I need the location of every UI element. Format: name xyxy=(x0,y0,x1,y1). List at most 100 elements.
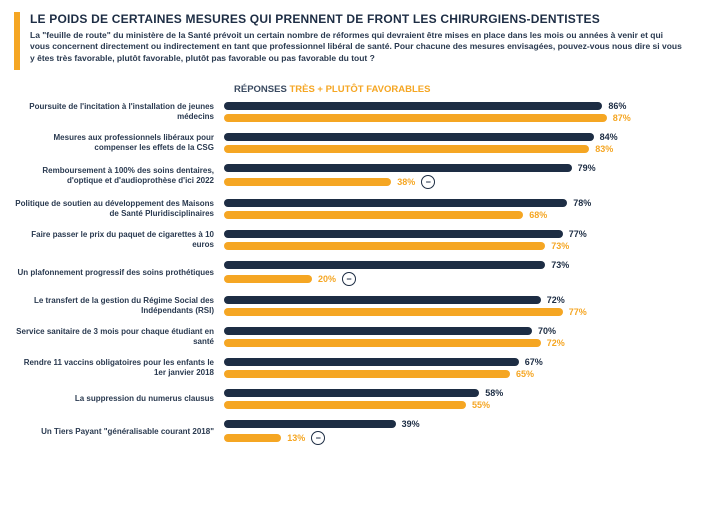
row-bars: 84%83% xyxy=(224,132,682,154)
page-title: LE POIDS DE CERTAINES MESURES QUI PRENNE… xyxy=(30,12,682,26)
page-subtitle: La "feuille de route" du ministère de la… xyxy=(30,30,682,64)
chart-row: Mesures aux professionnels libéraux pour… xyxy=(14,132,682,154)
pct-primary: 67% xyxy=(525,357,543,367)
legend-text: TRÈS + PLUTÔT FAVORABLES xyxy=(289,84,430,95)
pct-secondary: 13% xyxy=(287,433,305,443)
row-bars: 73% 20%− xyxy=(224,260,682,286)
bar-primary-line: 84% xyxy=(224,132,682,142)
bar-secondary-line: 87% xyxy=(224,113,682,123)
pct-primary: 77% xyxy=(569,229,587,239)
row-bars: 39% 13%− xyxy=(224,419,682,445)
pct-primary: 73% xyxy=(551,260,569,270)
row-bars: 70%72% xyxy=(224,326,682,348)
chart-row: Un Tiers Payant "généralisable courant 2… xyxy=(14,419,682,445)
bar-secondary xyxy=(224,434,281,442)
page-root: LE POIDS DE CERTAINES MESURES QUI PRENNE… xyxy=(0,0,702,472)
pct-primary: 39% xyxy=(402,419,420,429)
bar-primary-line: 70% xyxy=(224,326,682,336)
bar-primary xyxy=(224,102,602,110)
chart-row: Remboursement à 100% des soins dentaires… xyxy=(14,163,682,189)
bar-primary xyxy=(224,296,541,304)
bar-primary-line: 67% xyxy=(224,357,682,367)
bar-secondary xyxy=(224,275,312,283)
bar-primary xyxy=(224,164,572,172)
bar-secondary-line: 55% xyxy=(224,400,682,410)
row-label: Poursuite de l'incitation à l'installati… xyxy=(14,102,224,121)
pct-primary: 79% xyxy=(578,163,596,173)
row-label: Faire passer le prix du paquet de cigare… xyxy=(14,230,224,249)
pct-secondary: 20% xyxy=(318,274,336,284)
legend-prefix: RÉPONSES xyxy=(234,84,289,95)
chart-row: Un plafonnement progressif des soins pro… xyxy=(14,260,682,286)
chart-row: La suppression du numerus clausus58%55% xyxy=(14,388,682,410)
bar-secondary-line: 20%− xyxy=(224,272,682,286)
bar-primary xyxy=(224,261,545,269)
bar-primary xyxy=(224,199,567,207)
bar-primary-line: 73% xyxy=(224,260,682,270)
chart-row: Poursuite de l'incitation à l'installati… xyxy=(14,101,682,123)
bar-primary-line: 77% xyxy=(224,229,682,239)
row-label: Un Tiers Payant "généralisable courant 2… xyxy=(14,427,224,437)
row-label: La suppression du numerus clausus xyxy=(14,394,224,404)
pct-secondary: 68% xyxy=(529,210,547,220)
row-label: Politique de soutien au développement de… xyxy=(14,199,224,218)
bar-secondary xyxy=(224,114,607,122)
row-label: Mesures aux professionnels libéraux pour… xyxy=(14,133,224,152)
pct-secondary: 38% xyxy=(397,177,415,187)
pct-secondary: 87% xyxy=(613,113,631,123)
bar-secondary xyxy=(224,339,541,347)
pct-primary: 72% xyxy=(547,295,565,305)
bar-secondary-line: 73% xyxy=(224,241,682,251)
chart-row: Le transfert de la gestion du Régime Soc… xyxy=(14,295,682,317)
pct-secondary: 77% xyxy=(569,307,587,317)
pct-primary: 70% xyxy=(538,326,556,336)
row-bars: 86%87% xyxy=(224,101,682,123)
bar-secondary xyxy=(224,401,466,409)
pct-primary: 84% xyxy=(600,132,618,142)
row-bars: 77%73% xyxy=(224,229,682,251)
row-bars: 72% 77% xyxy=(224,295,682,317)
chart-row: Politique de soutien au développement de… xyxy=(14,198,682,220)
bar-secondary-line: 65% xyxy=(224,369,682,379)
bar-primary xyxy=(224,389,479,397)
bar-secondary xyxy=(224,370,510,378)
header: LE POIDS DE CERTAINES MESURES QUI PRENNE… xyxy=(14,12,682,70)
pct-secondary: 65% xyxy=(516,369,534,379)
bar-secondary-line: 83% xyxy=(224,144,682,154)
bar-primary-line: 39% xyxy=(224,419,682,429)
bar-secondary-line: 38%− xyxy=(224,175,682,189)
pct-primary: 78% xyxy=(573,198,591,208)
row-label: Service sanitaire de 3 mois pour chaque … xyxy=(14,327,224,346)
pct-primary: 86% xyxy=(608,101,626,111)
bar-secondary xyxy=(224,242,545,250)
header-text: LE POIDS DE CERTAINES MESURES QUI PRENNE… xyxy=(30,12,682,64)
row-bars: 67%65% xyxy=(224,357,682,379)
bar-primary-line: 78% xyxy=(224,198,682,208)
row-label: Remboursement à 100% des soins dentaires… xyxy=(14,166,224,185)
bar-secondary-line: 68% xyxy=(224,210,682,220)
row-bars: 78% 68% xyxy=(224,198,682,220)
pct-secondary: 55% xyxy=(472,400,490,410)
bar-secondary xyxy=(224,145,589,153)
bar-primary-line: 86% xyxy=(224,101,682,111)
delta-badge-icon: − xyxy=(311,431,325,445)
pct-secondary: 83% xyxy=(595,144,613,154)
delta-badge-icon: − xyxy=(342,272,356,286)
bar-primary-line: 79% xyxy=(224,163,682,173)
accent-bar xyxy=(14,12,20,70)
row-bars: 79% 38%− xyxy=(224,163,682,189)
row-label: Un plafonnement progressif des soins pro… xyxy=(14,268,224,278)
bar-primary-line: 72% xyxy=(224,295,682,305)
bar-primary xyxy=(224,358,519,366)
row-label: Rendre 11 vaccins obligatoires pour les … xyxy=(14,358,224,377)
row-label: Le transfert de la gestion du Régime Soc… xyxy=(14,296,224,315)
pct-secondary: 73% xyxy=(551,241,569,251)
bar-primary xyxy=(224,327,532,335)
bar-secondary xyxy=(224,178,391,186)
row-bars: 58%55% xyxy=(224,388,682,410)
bar-primary xyxy=(224,230,563,238)
chart-row: Service sanitaire de 3 mois pour chaque … xyxy=(14,326,682,348)
bar-primary xyxy=(224,133,594,141)
chart-legend: RÉPONSES TRÈS + PLUTÔT FAVORABLES xyxy=(234,84,682,95)
chart-row: Rendre 11 vaccins obligatoires pour les … xyxy=(14,357,682,379)
